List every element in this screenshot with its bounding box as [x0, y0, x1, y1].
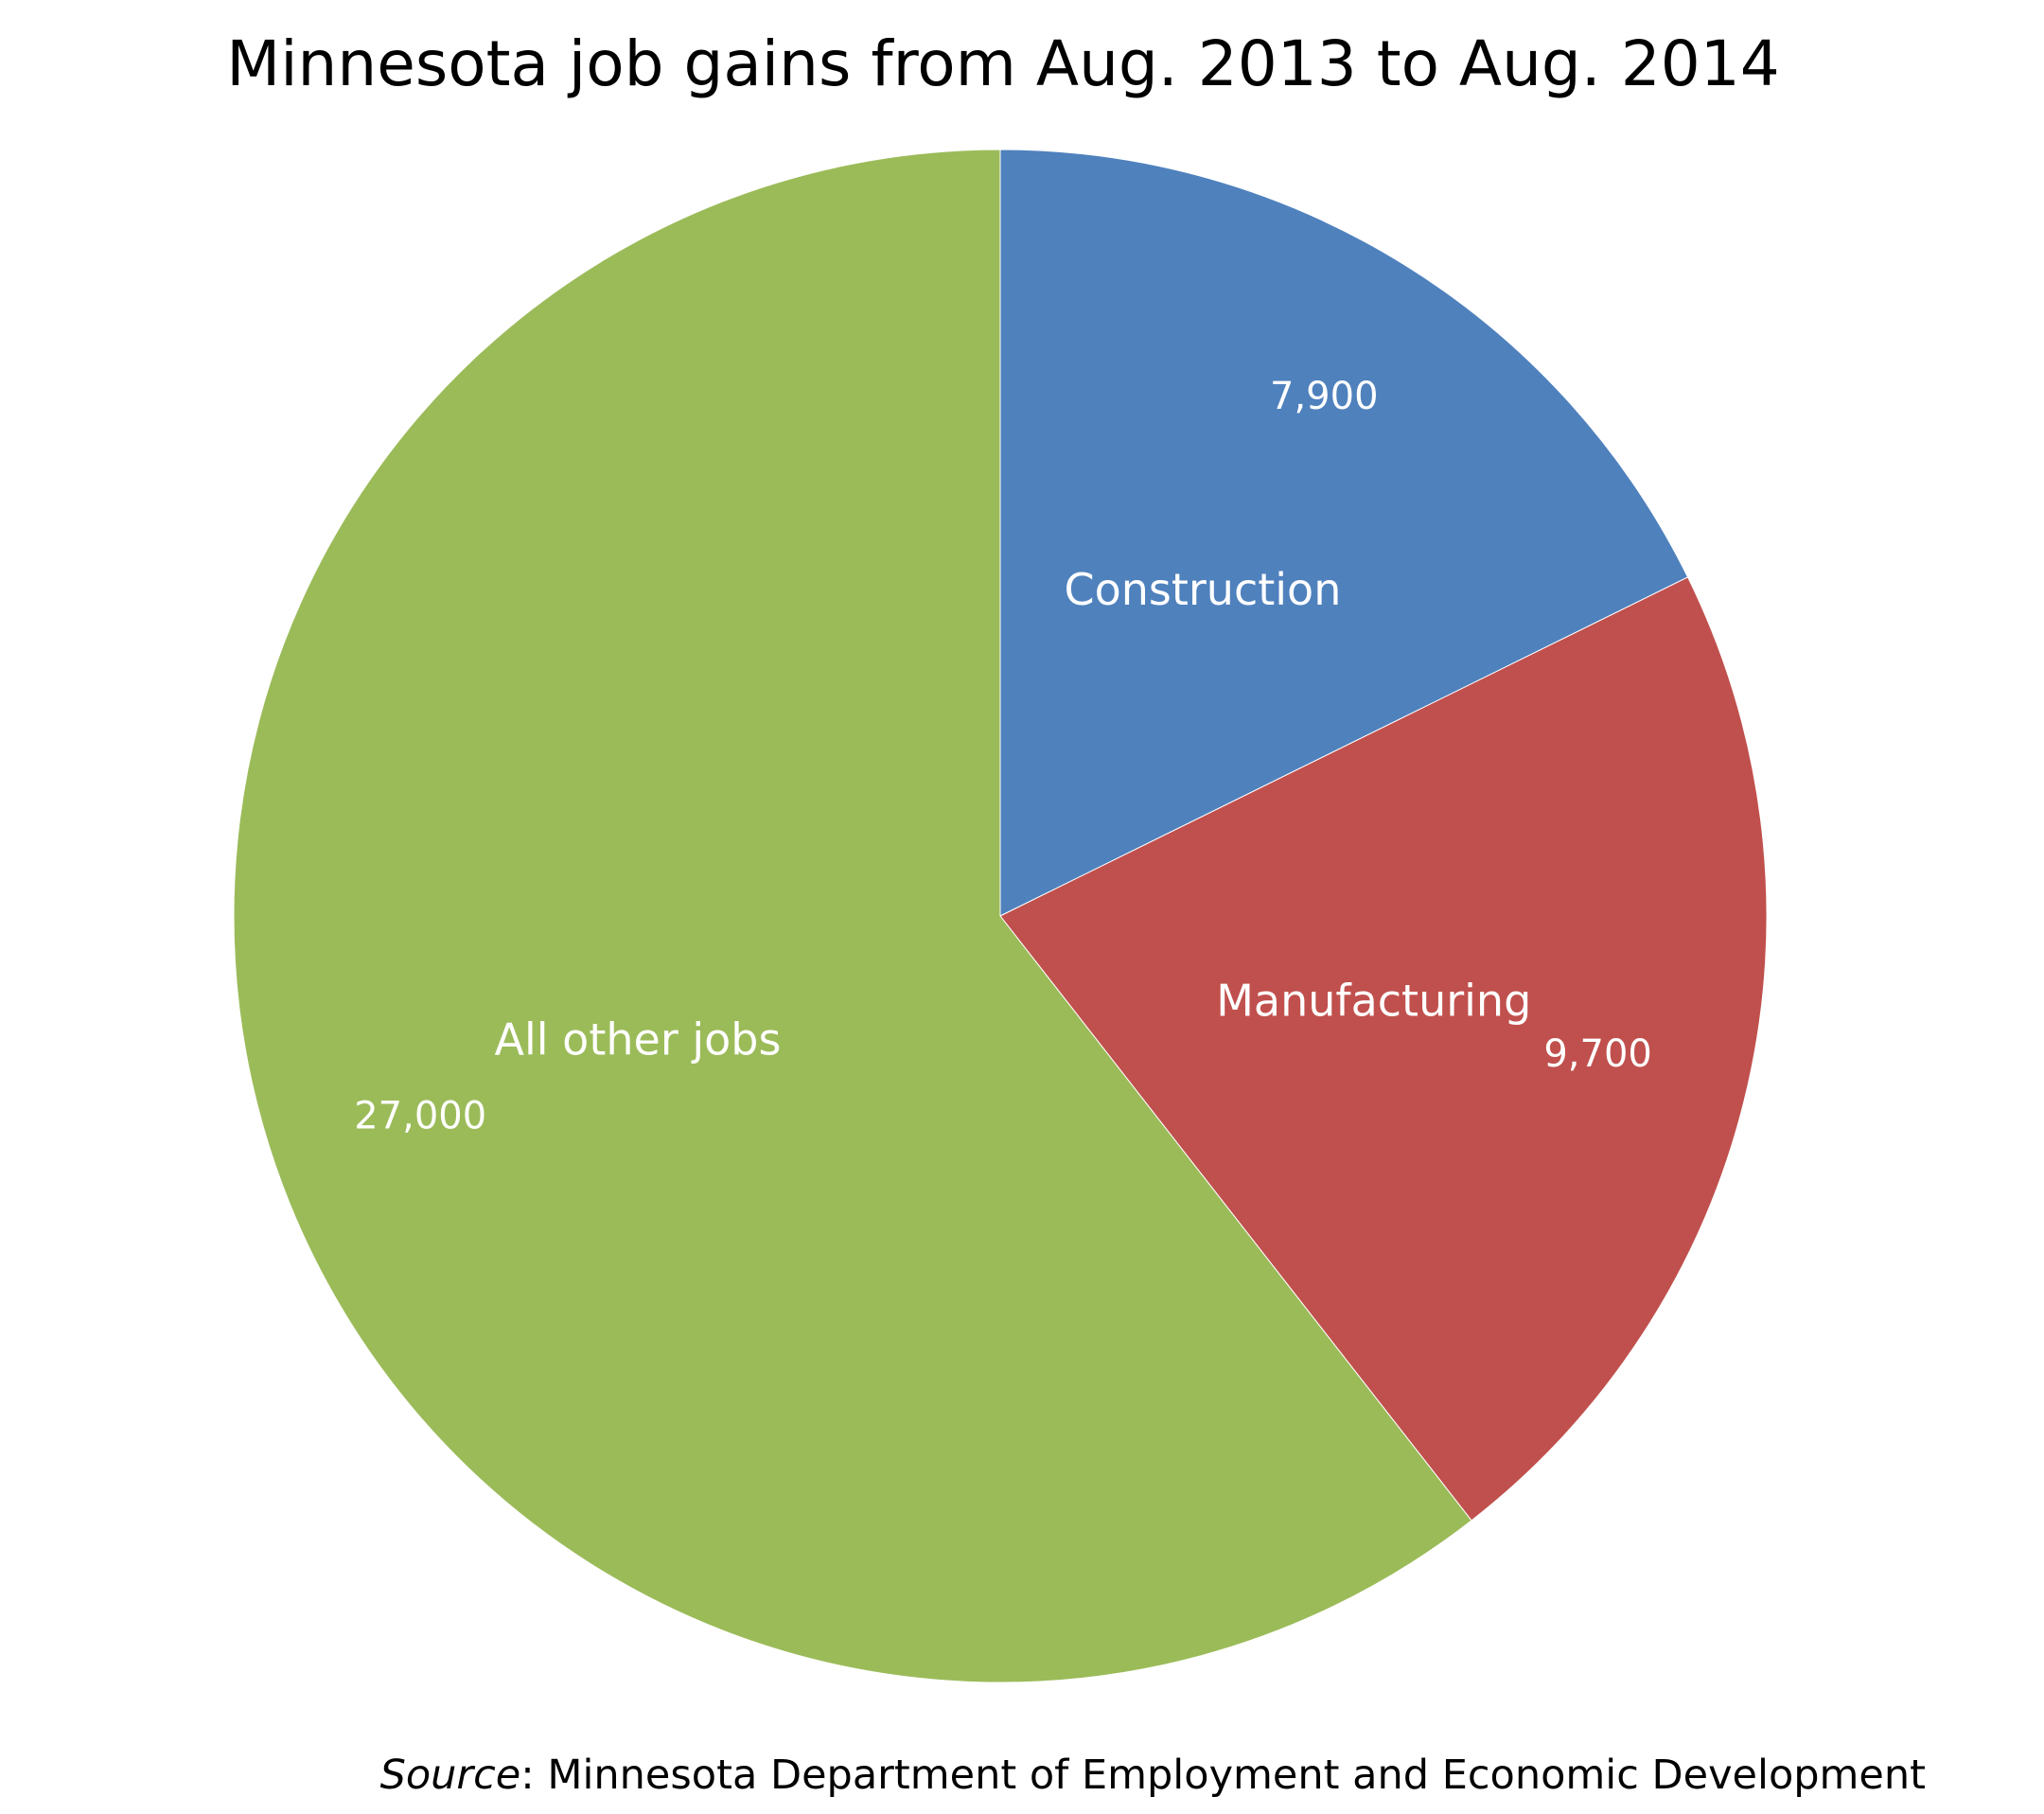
value-label-all-other-jobs: 27,000 — [354, 1095, 486, 1138]
value-label-construction: 7,900 — [1270, 375, 1379, 418]
slice-label-manufacturing: Manufacturing — [1216, 976, 1531, 1027]
pie-slice-construction — [999, 149, 1689, 917]
value-label-manufacturing: 9,700 — [1543, 1032, 1652, 1076]
pie-slice-manufacturing — [999, 576, 1768, 1522]
source-text: : Minnesota Department of Employment and… — [520, 1752, 1926, 1799]
slice-label-all-other-jobs: All other jobs — [495, 1014, 782, 1066]
pie-slice-all-other-jobs — [233, 149, 1472, 1683]
pie-labels: Construction 7,900 Manufacturing 9,700 All o… — [354, 375, 1652, 1138]
chart-title: Minnesota job gains from Aug. 2013 to Au… — [226, 27, 1779, 100]
source-note: Source: Minnesota Department of Employme… — [380, 1752, 1926, 1799]
source-prefix: Source — [380, 1752, 521, 1799]
pie-slices — [233, 149, 1768, 1683]
slice-label-construction: Construction — [1064, 564, 1341, 615]
